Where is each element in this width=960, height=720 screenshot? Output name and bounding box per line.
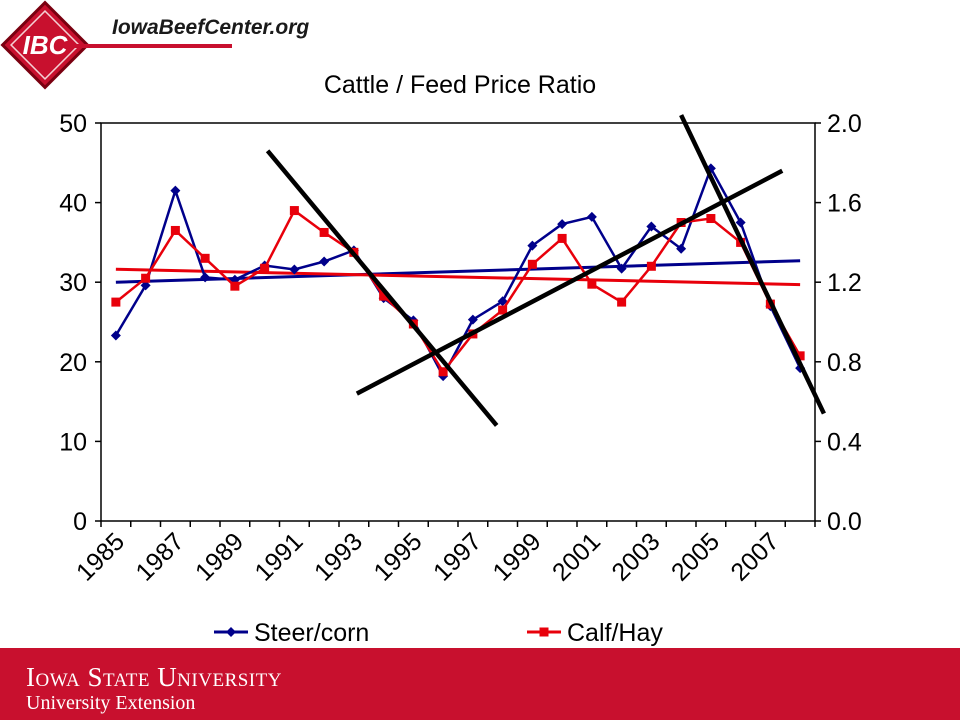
point-calf [260,263,270,273]
point-steer [170,185,181,196]
point-calf [527,259,537,269]
hand-drawn-trend-lines [265,114,826,427]
x-tick-label: 1989 [190,527,249,586]
legend-label-steer: Steer/corn [254,619,369,647]
point-calf [200,253,210,263]
legend-marker-calf [539,627,549,637]
point-calf [706,214,716,224]
point-calf [379,291,389,301]
x-tick-label: 2007 [725,527,784,586]
point-steer [289,264,300,275]
point-calf [170,225,180,235]
point-calf [289,206,299,216]
point-steer [735,217,746,228]
point-steer [319,256,330,267]
y-left-tick-label: 40 [59,190,87,218]
y-right-tick-label: 1.2 [827,269,862,297]
chart-title: Cattle / Feed Price Ratio [324,71,596,99]
y-left-tick-label: 30 [59,269,87,297]
point-calf [646,261,656,271]
legend-marker-steer [226,627,236,637]
trend-line-calf [115,267,801,287]
extension-name: University Extension [26,692,196,714]
footer-bar: Iowa State University University Extensi… [0,648,960,720]
x-tick-label: 2005 [666,527,725,586]
logo-text: IBC [23,30,69,60]
x-tick-label: 1991 [249,527,308,586]
point-steer [140,280,151,291]
point-steer [557,219,568,230]
point-steer [527,240,538,251]
x-tick-label: 2003 [606,527,665,586]
point-steer [467,314,478,325]
point-steer [110,330,121,341]
point-calf [438,367,448,377]
hand-trend-line [355,168,784,396]
x-tick-label: 1987 [130,527,189,586]
y-right-tick-label: 2.0 [827,110,862,138]
point-calf [557,233,567,243]
y-left-tick-label: 50 [59,110,87,138]
legend: Steer/corn Calf/Hay [214,619,663,647]
hand-trend-line [265,149,499,427]
point-steer [646,221,657,232]
x-tick-label: 1985 [71,527,130,586]
trend-lines [115,259,801,287]
point-steer [200,272,211,283]
point-calf [617,297,627,307]
point-calf [230,281,240,291]
y-right-tick-label: 0.0 [827,508,862,536]
x-tick-label: 1999 [487,527,546,586]
x-tick-label: 1993 [309,527,368,586]
point-calf [498,305,508,315]
point-calf [587,279,597,289]
university-name: Iowa State University [26,662,282,692]
x-tick-label: 1995 [368,527,427,586]
point-calf [111,297,121,307]
ibc-logo: IBC [0,0,90,90]
y-right-tick-label: 0.4 [827,428,862,456]
point-calf [141,273,151,283]
y-left-tick-label: 10 [59,428,87,456]
hand-trend-line [679,114,826,415]
point-calf [795,351,805,361]
site-url[interactable]: IowaBeefCenter.org [112,16,310,39]
y-left-tick-label: 0 [73,508,87,536]
site-underline [70,44,232,48]
plot-area [100,122,816,522]
price-ratio-chart: Cattle / Feed Price Ratio 0 10 20 30 40 50 0.0… [59,71,862,647]
point-steer [676,243,687,254]
x-tick-label: 2001 [547,527,606,586]
point-calf [319,227,329,237]
y-right-tick-label: 0.8 [827,349,862,377]
x-tick-label: 1997 [428,527,487,586]
point-steer [497,296,508,307]
point-steer [616,263,627,274]
series-line-steer [114,165,802,379]
point-steer [586,211,597,222]
y-right-tick-label: 1.6 [827,190,862,218]
y-left-tick-label: 20 [59,349,87,377]
legend-label-calf: Calf/Hay [567,619,663,647]
